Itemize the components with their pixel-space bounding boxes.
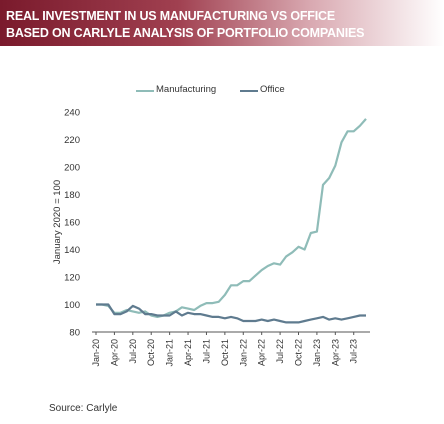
chart-title-line-1: REAL INVESTMENT IN US MANUFACTURING VS O… [6, 9, 335, 23]
x-tick-label: Apr-23 [330, 339, 340, 366]
x-tick-label: Jul-21 [201, 339, 211, 364]
y-tick-label: 200 [64, 163, 80, 174]
x-tick-label: Oct-22 [294, 339, 304, 366]
x-tick-label: Jul-20 [128, 339, 138, 364]
x-tick-label: Jul-23 [349, 339, 359, 364]
x-tick-label: Oct-20 [146, 339, 156, 366]
y-tick-label: 180 [64, 190, 80, 201]
y-tick-label: 100 [64, 300, 80, 311]
x-tick-label: Apr-22 [257, 339, 267, 366]
chart-title-line-2: BASED ON CARLYLE ANALYSIS OF PORTFOLIO C… [6, 26, 365, 40]
title-bar: REAL INVESTMENT IN US MANUFACTURING VS O… [0, 0, 444, 46]
x-tick-label: Jan-22 [238, 339, 248, 367]
y-tick-label: 80 [69, 328, 80, 339]
legend-label-manufacturing: Manufacturing [156, 84, 217, 95]
y-tick-label: 120 [64, 273, 80, 284]
x-tick-label: Apr-20 [109, 339, 119, 366]
series-line-manufacturing [96, 118, 367, 318]
y-tick-label: 220 [64, 135, 80, 146]
legend-swatch-manufacturing [136, 90, 154, 92]
legend-swatch-office [240, 90, 258, 92]
x-tick-label: Jan-20 [91, 339, 101, 367]
x-tick-label: Jul-22 [275, 339, 285, 364]
x-tick-label: Jan-23 [312, 339, 322, 367]
y-tick-label: 140 [64, 245, 80, 256]
x-tick-label: Jan-21 [165, 339, 175, 367]
series-line-office [96, 303, 366, 324]
chart-legend: Manufacturing Office [0, 84, 444, 98]
legend-label-office: Office [260, 84, 285, 95]
source-note: Source: Carlyle [49, 403, 118, 414]
y-tick-label: 240 [64, 108, 80, 119]
y-tick-label: 160 [64, 218, 80, 229]
x-tick-label: Oct-21 [220, 339, 230, 366]
x-tick-label: Apr-21 [183, 339, 193, 366]
y-axis-label: January 2020 = 100 [52, 180, 63, 264]
